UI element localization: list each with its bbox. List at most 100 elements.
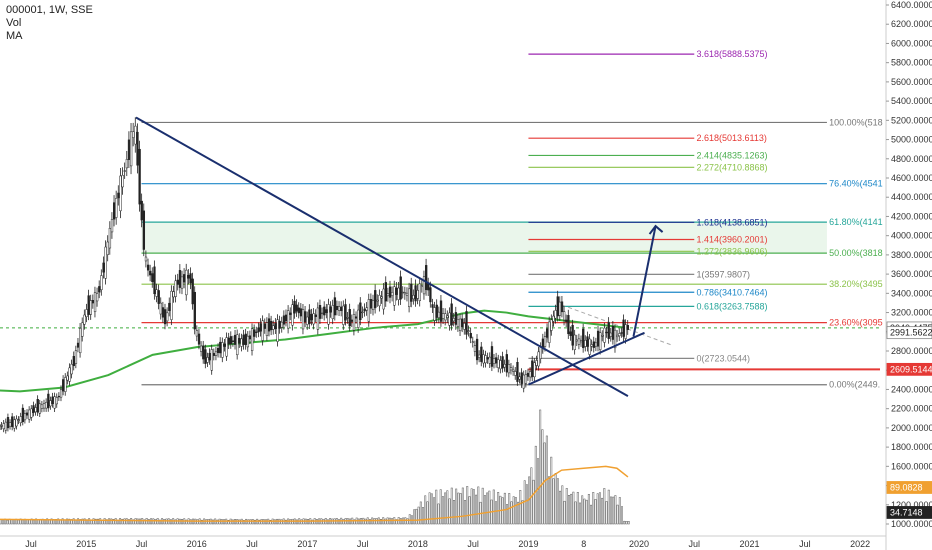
candle-body [537,351,540,367]
candle-body [265,322,269,337]
candle-body [456,319,460,327]
volume-bar [574,501,577,525]
candle-body [611,326,615,340]
volume-bar [136,518,139,525]
volume-bar [475,494,478,525]
volume-bar [559,490,562,525]
candle-body [117,192,120,199]
fib-extension-label: 1.414(3960.2001) [696,235,767,245]
candle-body [335,305,339,311]
volume-bar [61,518,64,525]
price-badge [886,481,932,494]
y-tick-label: 5400.0000 [891,96,932,106]
x-tick-label: Jul [25,539,37,549]
candle-body [19,416,22,424]
price-badge-label: 89.0828 [890,482,923,492]
volume-bar [519,490,522,525]
volume-bar [587,494,590,525]
volume-bar [614,495,617,525]
volume-bar [88,518,91,525]
candle-body [454,312,458,325]
candle-body [378,295,381,307]
fib-retracement-label: 61.80%(4141 [829,217,883,227]
volume-bar [563,500,566,525]
price-badge [886,326,932,340]
candle-body [509,367,513,371]
volume-bar [623,520,626,525]
volume-bar [616,504,619,525]
volume-bar [532,479,535,525]
volume-bar [495,501,497,525]
candle-body [471,341,475,343]
candle-body [149,270,152,276]
candle-body [161,307,165,318]
candle-body [588,338,591,355]
candle-body [159,302,162,315]
candle-body [416,290,419,299]
volume-bar [497,492,500,525]
candle-body [427,283,430,291]
candle-body [592,341,596,348]
candle-body [270,321,273,331]
volume-bar [554,473,557,525]
candle-body [231,340,235,342]
candle-body [134,125,137,145]
volume-bar [459,493,462,525]
candle-body [96,293,99,302]
candle-body [115,198,118,218]
candle-body [123,170,126,172]
volume-bar [216,519,219,525]
volume-bar [338,519,340,525]
candle-body [168,302,171,312]
candle-body [582,328,585,349]
volume-bar [585,499,588,525]
volume-bar [468,496,471,525]
candle-body [64,377,67,392]
candle-body [187,275,190,279]
candle-body [195,330,199,337]
candle-body [397,287,400,300]
volume-bar [50,518,53,525]
volume-bar [326,519,329,525]
candle-body [291,304,294,326]
volume-bar [430,493,433,525]
candle-body [259,323,262,332]
candle-body [49,400,52,407]
candle-body [248,335,252,340]
volume-bar [357,518,360,525]
candle-body [446,315,449,318]
fib-extension-label: 1.618(4138.6851) [696,217,767,227]
volume-bar [300,519,303,525]
volume-bar [35,518,38,525]
fib-extension-label: 0.786(3410.7464) [696,287,767,297]
y-tick-label: 2200.0000 [891,404,932,414]
candle-body [475,338,479,361]
x-tick-label: 2017 [297,539,317,549]
volume-bar [364,518,367,525]
candle-body [308,309,311,324]
volume-bar [455,488,458,525]
fib-extension-label: 2.618(5013.6113) [696,133,766,143]
candle-body [221,342,224,358]
candle-body [28,409,31,420]
candle-body [548,321,551,343]
y-tick-label: 3800.0000 [891,250,932,260]
volume-bar [506,504,508,525]
candle-body [342,305,345,325]
candle-body [206,357,209,363]
volume-bar [607,489,610,525]
volume-bar [548,476,550,525]
volume-bar [66,518,68,525]
volume-bar [247,519,250,525]
candle-body [501,356,504,369]
candle-body [0,425,3,427]
volume-bar [258,519,261,525]
candle-body [32,405,35,413]
candle-body [327,304,330,325]
candle-body [422,276,426,295]
volume-bar [6,519,9,525]
candle-body [76,342,80,348]
candle-body [497,359,500,369]
volume-bar [408,514,411,525]
